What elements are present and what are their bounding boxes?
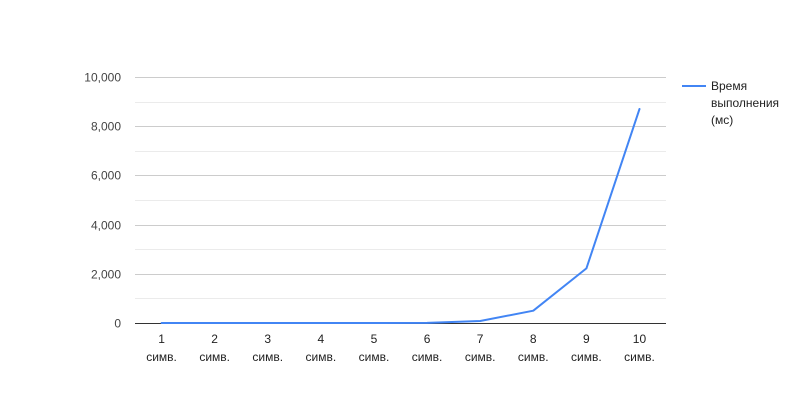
x-tick-label: 3 симв. bbox=[252, 332, 283, 364]
x-tick-label-line: 1 bbox=[158, 332, 165, 346]
x-tick-label-line: симв. bbox=[571, 350, 602, 364]
legend-label-line: выполнения bbox=[711, 96, 779, 110]
x-tick-label-line: 9 bbox=[583, 332, 590, 346]
x-tick-label-line: 7 bbox=[477, 332, 484, 346]
legend-label: Время выполнения (мс) bbox=[711, 79, 779, 127]
y-tick-label: 0 bbox=[114, 317, 121, 331]
x-tick-label-line: симв. bbox=[518, 350, 549, 364]
x-axis-tick-labels: 1 симв. 2 симв. 3 симв. 4 симв. 5 симв. 6 симв. 7 сим… bbox=[146, 332, 655, 364]
x-tick-label: 8 симв. bbox=[518, 332, 549, 364]
y-tick-label: 10,000 bbox=[84, 71, 121, 85]
x-tick-label: 4 симв. bbox=[306, 332, 337, 364]
x-tick-label-line: симв. bbox=[199, 350, 230, 364]
x-tick-label: 10 симв. bbox=[624, 332, 655, 364]
x-tick-label-line: симв. bbox=[146, 350, 177, 364]
x-tick-label-line: 3 bbox=[264, 332, 271, 346]
x-tick-label-line: 4 bbox=[318, 332, 325, 346]
x-tick-label-line: 10 bbox=[633, 332, 647, 346]
x-tick-label-line: 6 bbox=[424, 332, 431, 346]
series-lines bbox=[160, 108, 641, 324]
x-tick-label-line: симв. bbox=[465, 350, 496, 364]
x-tick-label-line: 8 bbox=[530, 332, 537, 346]
x-tick-label: 2 симв. bbox=[199, 332, 230, 364]
x-tick-label-line: симв. bbox=[359, 350, 390, 364]
legend-label-line: Время bbox=[711, 79, 747, 93]
x-tick-label: 1 симв. bbox=[146, 332, 177, 364]
y-tick-label: 8,000 bbox=[91, 120, 121, 134]
x-tick-label-line: симв. bbox=[306, 350, 337, 364]
x-tick-label-line: 5 bbox=[371, 332, 378, 346]
y-tick-label: 6,000 bbox=[91, 169, 121, 183]
x-tick-label-line: симв. bbox=[252, 350, 283, 364]
legend-label-line: (мс) bbox=[711, 113, 733, 127]
x-tick-label-line: симв. bbox=[412, 350, 443, 364]
y-axis-tick-labels: 0 2,000 4,000 6,000 8,000 10,000 bbox=[84, 71, 121, 331]
x-tick-label-line: симв. bbox=[624, 350, 655, 364]
y-tick-label: 4,000 bbox=[91, 219, 121, 233]
x-tick-label: 7 симв. bbox=[465, 332, 496, 364]
x-tick-label: 6 симв. bbox=[412, 332, 443, 364]
x-tick-label: 5 симв. bbox=[359, 332, 390, 364]
gridlines bbox=[135, 77, 666, 299]
x-tick-label-line: 2 bbox=[211, 332, 218, 346]
x-tick-label: 9 симв. bbox=[571, 332, 602, 364]
y-tick-label: 2,000 bbox=[91, 268, 121, 282]
legend[interactable]: Время выполнения (мс) bbox=[682, 79, 779, 127]
series-line bbox=[160, 108, 641, 324]
legend-item[interactable]: Время выполнения (мс) bbox=[682, 79, 779, 127]
